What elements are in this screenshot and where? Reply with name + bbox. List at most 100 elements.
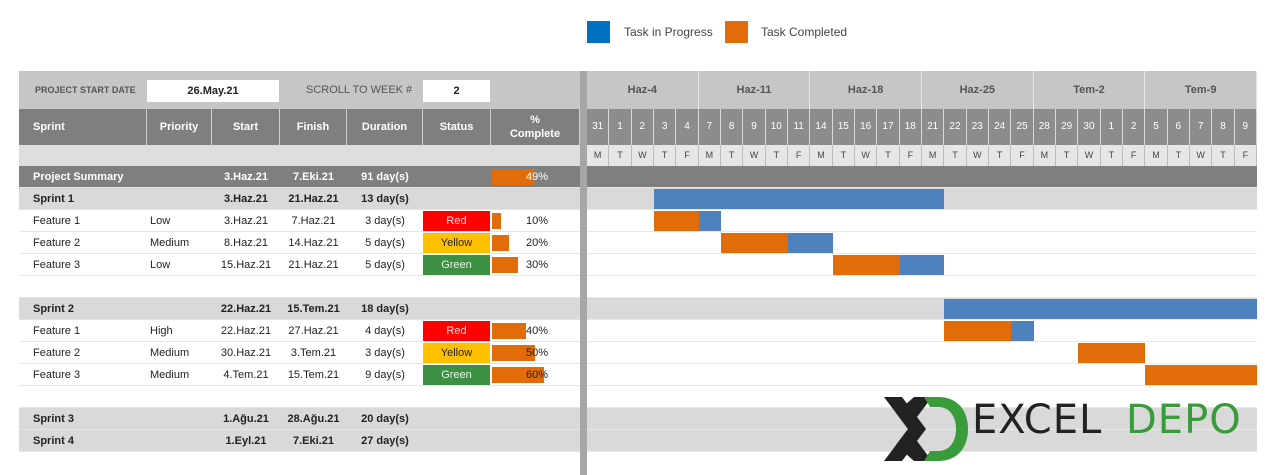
task-name-cell[interactable]: Feature 3 (33, 369, 81, 381)
finish-date-cell[interactable]: 7.Eki.21 (293, 171, 334, 183)
task-name-cell[interactable]: Feature 3 (33, 259, 81, 271)
priority-cell[interactable] (150, 298, 210, 320)
gantt-bar-progress[interactable] (654, 189, 945, 209)
week-header-cell[interactable]: Haz-4 (587, 71, 699, 109)
col-start-header[interactable]: Start (212, 109, 280, 145)
gantt-bar-progress[interactable] (899, 255, 945, 275)
task-name-cell[interactable]: Feature 2 (33, 237, 81, 249)
start-date-cell[interactable]: 3.Haz.21 (223, 171, 269, 183)
task-name-cell[interactable]: Feature 1 (33, 325, 81, 337)
start-date-cell[interactable]: 8.Haz.21 (223, 237, 269, 249)
table-row-sprint[interactable] (19, 408, 580, 430)
col-duration-header[interactable]: Duration (347, 109, 423, 145)
table-row-blank[interactable] (19, 386, 580, 408)
col-complete-header[interactable]: % Complete (491, 109, 580, 145)
task-name-cell[interactable]: Sprint 1 (33, 193, 74, 205)
start-date-cell[interactable]: 3.Haz.21 (223, 215, 269, 227)
project-start-input[interactable]: 26.May.21 (147, 80, 279, 102)
finish-date-cell[interactable]: 15.Tem.21 (287, 303, 340, 315)
priority-cell[interactable] (150, 166, 210, 188)
status-badge[interactable]: Yellow (423, 343, 490, 363)
priority-cell[interactable]: Low (150, 259, 171, 271)
duration-cell[interactable]: 91 day(s) (361, 171, 409, 183)
gantt-bar-progress[interactable] (944, 299, 1257, 319)
start-date-cell[interactable]: 30.Haz.21 (220, 347, 272, 359)
finish-date-cell[interactable]: 21.Haz.21 (288, 193, 339, 205)
gantt-bar-completed[interactable] (721, 233, 788, 253)
duration-cell[interactable]: 5 day(s) (365, 237, 405, 249)
priority-cell[interactable] (150, 188, 210, 210)
status-badge[interactable]: Yellow (423, 233, 490, 253)
finish-date-cell[interactable]: 27.Haz.21 (288, 325, 339, 337)
duration-cell[interactable]: 18 day(s) (361, 303, 409, 315)
start-date-cell[interactable]: 1.Eyl.21 (225, 435, 267, 447)
pane-divider[interactable] (580, 71, 587, 475)
priority-cell[interactable]: Low (150, 215, 171, 227)
col-priority-header[interactable]: Priority (147, 109, 212, 145)
week-header-cell[interactable]: Haz-25 (922, 71, 1034, 109)
finish-date-cell[interactable]: 21.Haz.21 (288, 259, 339, 271)
finish-date-cell[interactable]: 7.Haz.21 (291, 215, 336, 227)
duration-cell[interactable]: 4 day(s) (365, 325, 405, 337)
duration-cell[interactable]: 9 day(s) (365, 369, 405, 381)
priority-cell[interactable] (150, 408, 210, 430)
weekday-cell: T (944, 145, 967, 166)
task-name-cell[interactable]: Project Summary (33, 171, 124, 183)
start-date-cell[interactable]: 4.Tem.21 (223, 369, 269, 381)
week-header-cell[interactable]: Tem-9 (1145, 71, 1257, 109)
task-name-cell[interactable]: Feature 2 (33, 347, 81, 359)
table-row-sprint[interactable] (19, 430, 580, 452)
gantt-bar-completed[interactable] (944, 321, 1012, 341)
duration-cell[interactable]: 13 day(s) (361, 193, 409, 205)
finish-date-cell[interactable]: 3.Tem.21 (290, 347, 337, 359)
status-badge[interactable]: Red (423, 321, 490, 341)
gantt-bar-progress[interactable] (1011, 321, 1034, 341)
table-row-sprint[interactable] (19, 298, 580, 320)
gantt-bar-completed[interactable] (1145, 365, 1257, 385)
percent-complete-bar (492, 345, 535, 361)
week-header-cell[interactable]: Haz-11 (699, 71, 811, 109)
finish-date-cell[interactable]: 28.Ağu.21 (287, 413, 340, 425)
weekday-cell: T (989, 145, 1012, 166)
gantt-bar-progress[interactable] (788, 233, 833, 253)
task-name-cell[interactable]: Sprint 3 (33, 413, 74, 425)
priority-cell[interactable]: High (150, 325, 173, 337)
week-header-cell[interactable]: Haz-18 (810, 71, 922, 109)
table-row-summary[interactable] (19, 166, 580, 188)
task-name-cell[interactable]: Sprint 2 (33, 303, 74, 315)
gantt-bar-completed[interactable] (654, 211, 699, 231)
duration-cell[interactable]: 3 day(s) (365, 215, 405, 227)
col-finish-header[interactable]: Finish (280, 109, 347, 145)
gantt-bar-progress[interactable] (698, 211, 721, 231)
percent-complete-value: 60% (525, 369, 548, 381)
gantt-bar-completed[interactable] (1078, 343, 1146, 363)
priority-cell[interactable]: Medium (150, 237, 190, 249)
status-badge[interactable]: Green (423, 365, 490, 385)
col-status-header[interactable]: Status (423, 109, 491, 145)
finish-date-cell[interactable]: 7.Eki.21 (293, 435, 334, 447)
start-date-cell[interactable]: 15.Haz.21 (220, 259, 272, 271)
status-badge[interactable]: Red (423, 211, 490, 231)
priority-cell[interactable]: Medium (150, 369, 190, 381)
task-name-cell[interactable]: Sprint 4 (33, 435, 74, 447)
priority-cell[interactable] (150, 430, 210, 452)
week-header-cell[interactable]: Tem-2 (1034, 71, 1146, 109)
priority-cell[interactable]: Medium (150, 347, 190, 359)
start-date-cell[interactable]: 22.Haz.21 (220, 325, 272, 337)
table-row-blank[interactable] (19, 276, 580, 298)
start-date-cell[interactable]: 1.Ağu.21 (223, 413, 269, 425)
scroll-week-input[interactable]: 2 (423, 80, 490, 102)
finish-date-cell[interactable]: 14.Haz.21 (288, 237, 339, 249)
col-sprint-header[interactable]: Sprint (19, 109, 147, 145)
duration-cell[interactable]: 3 day(s) (365, 347, 405, 359)
start-date-cell[interactable]: 22.Haz.21 (220, 303, 272, 315)
finish-date-cell[interactable]: 15.Tem.21 (287, 369, 340, 381)
table-row-sprint[interactable] (19, 188, 580, 210)
gantt-bar-completed[interactable] (832, 255, 900, 275)
task-name-cell[interactable]: Feature 1 (33, 215, 81, 227)
duration-cell[interactable]: 20 day(s) (361, 413, 409, 425)
duration-cell[interactable]: 27 day(s) (361, 435, 409, 447)
status-badge[interactable]: Green (423, 255, 490, 275)
start-date-cell[interactable]: 3.Haz.21 (223, 193, 269, 205)
duration-cell[interactable]: 5 day(s) (365, 259, 405, 271)
